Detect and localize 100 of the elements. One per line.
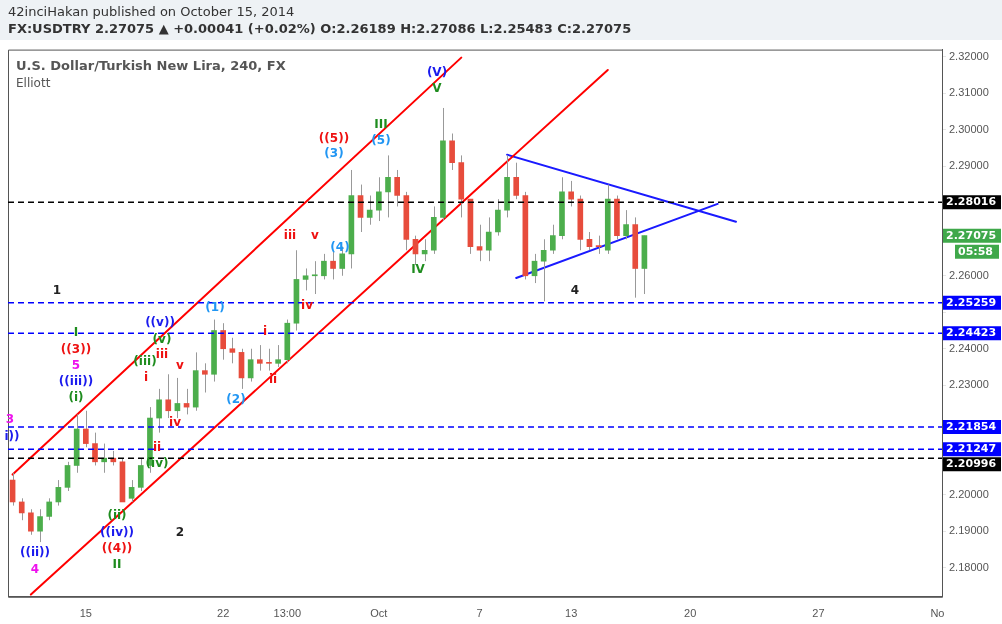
annotation: (4)	[330, 240, 350, 255]
y-tick-label: 2.19000	[949, 524, 989, 537]
annotation: I	[73, 325, 79, 340]
annotation: iii	[283, 228, 297, 243]
y-tick-label: 2.20000	[949, 487, 989, 500]
y-tick-label: 2.18000	[949, 560, 989, 573]
annotation: v	[311, 228, 320, 243]
candlestick	[266, 348, 272, 372]
candlestick	[92, 432, 98, 466]
candlestick	[137, 457, 144, 492]
candlestick	[449, 133, 455, 171]
x-tick-label: Oct	[370, 607, 388, 620]
annotation: i	[262, 324, 268, 339]
candlestick	[311, 260, 318, 295]
x-tick-label: 13	[565, 607, 578, 620]
ref-line-label: 2.28016	[946, 195, 997, 209]
text: Elliott	[16, 75, 51, 90]
candlestick	[202, 362, 208, 394]
candlestick	[394, 169, 400, 207]
annotation: (3)	[324, 146, 344, 161]
x-tick-label: 27	[812, 607, 825, 620]
annotation: ((iv))	[100, 525, 134, 540]
candlestick	[28, 508, 34, 536]
text: 42inciHakan published on October 15, 2014	[8, 3, 296, 20]
annotation: 4	[570, 283, 580, 298]
ref-line-label: 2.21854	[946, 419, 997, 433]
y-tick-label: 2.24000	[949, 341, 989, 354]
candlestick	[256, 344, 263, 372]
ref-line-label: 2.20996	[946, 457, 997, 471]
y-tick-label: 2.30000	[949, 122, 989, 135]
candlestick	[302, 267, 309, 291]
annotation: III	[374, 117, 388, 132]
annotation: V	[432, 81, 443, 96]
x-tick-label: 15	[79, 607, 92, 620]
annotation: ((4))	[101, 541, 133, 556]
candlestick	[385, 154, 391, 218]
annotation: ((iii))	[58, 374, 94, 389]
candlestick	[595, 235, 602, 255]
candlestick	[156, 388, 162, 434]
x-tick-label: No	[930, 607, 945, 620]
candlestick	[220, 322, 227, 361]
y-tick-label: 2.26000	[949, 268, 989, 281]
candlestick	[540, 238, 547, 302]
x-tick-label: 20	[684, 607, 697, 620]
candlestick	[550, 224, 556, 255]
ref-line-label: 2.24423	[946, 326, 997, 340]
candlestick	[128, 479, 135, 503]
text: 05:58	[958, 244, 994, 258]
annotation: iii	[155, 347, 169, 362]
candlestick	[229, 337, 236, 364]
ref-line-label: 2.21247	[946, 442, 997, 456]
annotation: ((5))	[318, 131, 350, 146]
text: FX:USDTRY 2.27075 ▲ +0.00041 (+0.02%) O:2.26189 H:2.27086 L:2.25483 C:2.27075	[8, 20, 633, 37]
annotation: v	[176, 358, 185, 373]
annotation: (V)	[426, 65, 448, 80]
candlestick	[321, 253, 327, 280]
candlestick	[165, 373, 172, 419]
annotation: 4	[30, 562, 40, 577]
annotation: 5	[71, 358, 81, 373]
candlestick	[275, 344, 281, 368]
y-tick-label: 2.29000	[949, 159, 989, 172]
x-tick-label: 22	[217, 607, 230, 620]
candlestick	[568, 180, 574, 207]
candlestick	[366, 195, 373, 226]
x-tick-label: 7	[476, 607, 483, 620]
annotation: iv	[169, 415, 182, 430]
candlestick	[376, 176, 382, 222]
candlestick	[623, 209, 629, 240]
annotation: IV	[411, 262, 426, 277]
y-tick-label: 2.31000	[949, 86, 989, 99]
x-tick-label: 13:00	[273, 607, 302, 620]
annotation: (5)	[371, 133, 391, 148]
annotation: 1	[52, 283, 62, 298]
annotation: (2)	[226, 392, 246, 407]
annotation: (iv)	[145, 456, 169, 471]
candlestick	[83, 410, 89, 448]
annotation: ii	[152, 440, 162, 455]
annotation: II	[112, 557, 122, 572]
candlestick	[485, 216, 492, 262]
candlestick	[64, 461, 71, 492]
annotation: ii	[268, 372, 278, 387]
annotation: (1)	[205, 300, 225, 315]
text: 2.27075	[946, 228, 997, 242]
candlestick	[18, 497, 25, 521]
text: U.S. Dollar/Turkish New Lira, 240, FX	[16, 57, 286, 73]
y-tick-label: 2.23000	[949, 378, 989, 391]
annotation: ((v))	[145, 315, 175, 330]
annotation: i	[143, 370, 149, 385]
candlestick	[513, 162, 520, 200]
annotation: (iii)	[133, 354, 157, 369]
annotation: 2	[175, 525, 185, 540]
y-tick-label: 2.32000	[949, 49, 989, 62]
candlestick	[46, 497, 53, 521]
annotation: ((ii))	[19, 545, 51, 560]
candlestick	[37, 508, 43, 543]
annotation: (i)	[68, 390, 84, 405]
candlestick	[476, 224, 483, 262]
ref-line-label: 2.25259	[946, 295, 997, 309]
candlestick	[495, 198, 501, 237]
annotation: ((3))	[60, 342, 92, 357]
